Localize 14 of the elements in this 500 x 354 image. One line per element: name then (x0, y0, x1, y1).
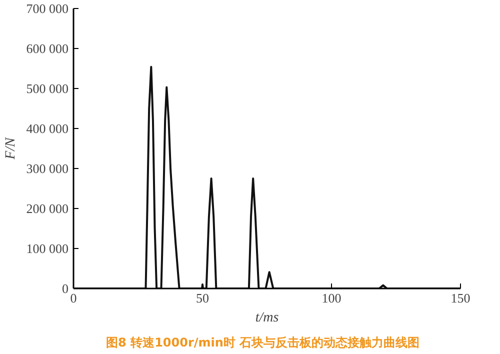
y-tick-label: 200 000 (26, 201, 68, 216)
y-tick-label: 500 000 (26, 81, 68, 96)
y-tick-label: 600 000 (26, 41, 68, 56)
text: 图8 转速1000r/min时 石块与反击板的动态接触力曲线图 (106, 336, 420, 350)
y-tick-label: 300 000 (26, 161, 68, 176)
y-axis-title: F/N (3, 136, 18, 160)
x-tick-label: 100 (322, 290, 342, 306)
x-axis-title: t/ms (255, 310, 280, 326)
y-tick-label: 0 (62, 281, 68, 296)
y-tick-label: 700 000 (26, 1, 68, 16)
x-tick-label: 150 (450, 290, 470, 306)
y-tick-label: 100 000 (26, 241, 68, 256)
y-tick-label: 400 000 (26, 121, 68, 136)
x-tick-label: 50 (196, 290, 209, 306)
